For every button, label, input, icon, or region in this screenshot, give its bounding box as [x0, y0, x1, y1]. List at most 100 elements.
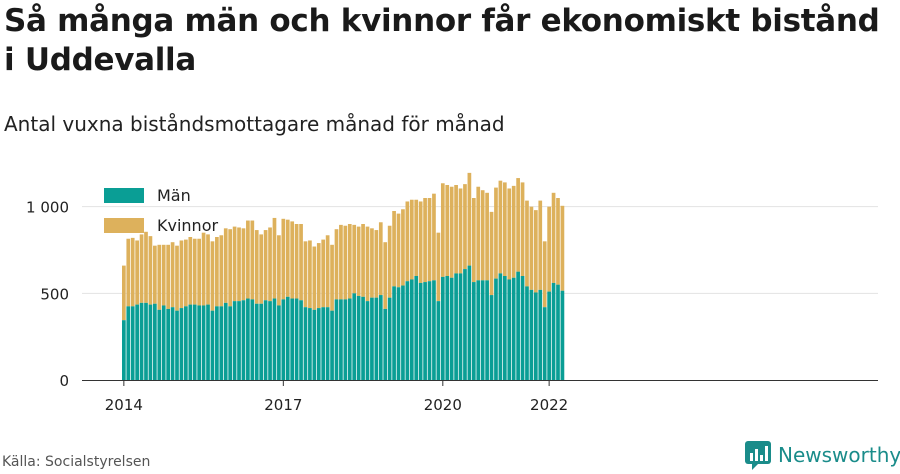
legend-swatch [104, 218, 144, 233]
bar-kvinnor [308, 240, 312, 309]
bar-kvinnor [387, 225, 392, 298]
bar-kvinnor [409, 199, 414, 280]
bar-kvinnor [299, 224, 303, 301]
bar-man [330, 310, 334, 380]
bar-kvinnor [423, 198, 427, 283]
bar-man [489, 295, 494, 380]
bar-man [259, 303, 264, 380]
bar-man [502, 276, 507, 380]
bar-kvinnor [259, 234, 264, 304]
bar-man [308, 308, 312, 380]
bar-kvinnor [330, 244, 334, 311]
bar-kvinnor [476, 186, 481, 281]
bar-kvinnor [458, 188, 463, 274]
bar-kvinnor [250, 220, 255, 300]
bar-man [312, 309, 317, 380]
bar-man [272, 298, 277, 380]
bar-man [170, 307, 175, 380]
bar-kvinnor [228, 229, 233, 307]
bar-man [427, 281, 432, 380]
bar-kvinnor [166, 244, 170, 309]
bar-kvinnor [232, 226, 237, 302]
bar-kvinnor [405, 201, 410, 282]
bar-man [122, 320, 126, 380]
bar-man [285, 296, 290, 380]
bar-man [126, 306, 131, 380]
bar-kvinnor [347, 224, 352, 299]
bar-kvinnor [365, 226, 370, 302]
bar-kvinnor [170, 242, 175, 308]
brand-name: Newsworthy [778, 443, 900, 467]
bar-man [423, 282, 427, 380]
bar-man [387, 297, 392, 380]
bar-man [210, 310, 215, 380]
bar-kvinnor [139, 234, 144, 303]
bar-kvinnor [223, 228, 228, 303]
bar-man [228, 306, 233, 380]
bar-kvinnor [241, 228, 246, 301]
bar-kvinnor [219, 235, 224, 307]
bar-man [206, 304, 210, 380]
bar-man [334, 299, 339, 380]
bar-kvinnor [502, 182, 507, 276]
bar-man [161, 305, 166, 380]
bar-kvinnor [206, 234, 210, 305]
bar-man [144, 302, 148, 380]
bar-man [538, 289, 543, 380]
bar-man [339, 299, 343, 380]
newsworthy-logo-icon [745, 441, 771, 470]
bar-man [246, 298, 250, 380]
bar-kvinnor [268, 227, 272, 302]
bar-man [201, 305, 206, 380]
bar-man [378, 295, 383, 380]
bar-kvinnor [560, 205, 565, 291]
bar-man [365, 301, 370, 380]
bar-man [356, 295, 361, 380]
bar-kvinnor [440, 183, 445, 277]
bar-kvinnor [130, 237, 135, 307]
bar-kvinnor [454, 185, 458, 274]
bar-kvinnor [511, 185, 516, 278]
bar-kvinnor [556, 198, 560, 285]
bar-man [511, 277, 516, 380]
bar-man [232, 301, 237, 380]
bar-man [215, 306, 219, 380]
bar-man [281, 299, 286, 380]
bar-man [316, 308, 321, 380]
legend-label: Kvinnor [157, 216, 218, 235]
bar-man [445, 276, 450, 380]
bar-man [130, 306, 135, 380]
bar-man [374, 297, 379, 380]
brand-logo: Newsworthy [744, 440, 900, 470]
bar-kvinnor [361, 224, 365, 297]
bar-man [414, 276, 419, 380]
bar-kvinnor [246, 220, 250, 299]
bar-man [463, 269, 467, 380]
bar-man [551, 282, 556, 380]
bar-kvinnor [538, 200, 543, 290]
bar-kvinnor [175, 245, 179, 311]
bar-man [352, 293, 357, 380]
legend-swatch [104, 188, 144, 203]
bar-kvinnor [374, 230, 379, 298]
bar-man [409, 279, 414, 380]
legend-label: Män [157, 186, 191, 205]
bar-kvinnor [489, 211, 494, 296]
x-tick-label: 2020 [424, 396, 462, 414]
bar-kvinnor [144, 231, 148, 303]
bar-kvinnor [161, 244, 166, 306]
bar-kvinnor [467, 172, 472, 266]
bar-kvinnor [263, 230, 268, 301]
bar-kvinnor [480, 190, 485, 281]
bar-kvinnor [356, 226, 361, 296]
x-tick-label: 2017 [264, 396, 302, 414]
bar-man [166, 308, 170, 380]
bar-kvinnor [449, 186, 454, 278]
chart-subtitle: Antal vuxna biståndsmottagare månad för … [4, 112, 505, 136]
bar-man [392, 286, 396, 380]
chart-title: Så många män och kvinnor får ekonomiskt … [4, 3, 880, 78]
bar-kvinnor [135, 240, 139, 305]
bar-kvinnor [418, 201, 423, 283]
bar-man [476, 280, 481, 380]
y-tick-label: 0 [59, 372, 69, 390]
